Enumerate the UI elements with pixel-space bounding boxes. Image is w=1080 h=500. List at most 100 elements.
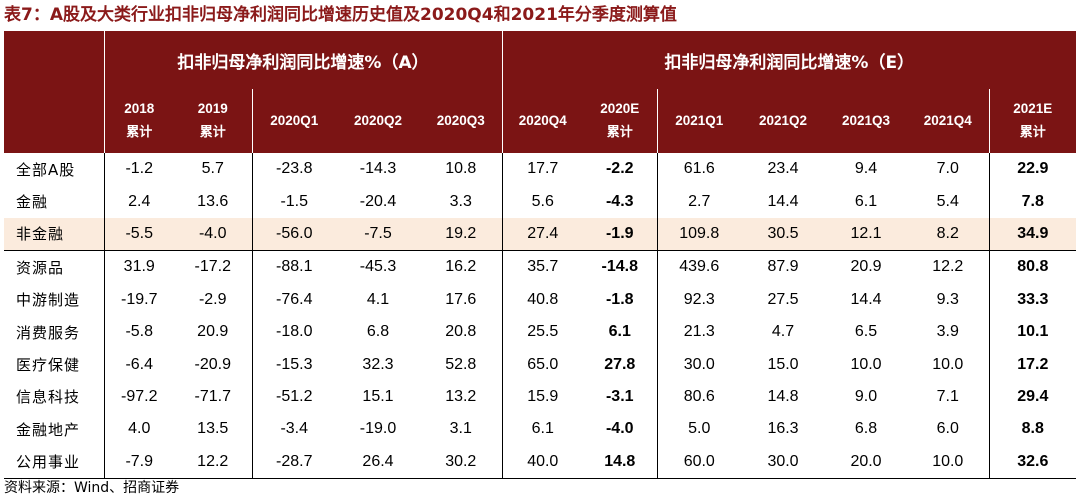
value-cell: -15.3 — [251, 348, 336, 381]
value-cell: -88.1 — [251, 250, 336, 284]
value-cell: 10.8 — [445, 160, 477, 178]
column-header: 2021Q3 — [825, 89, 908, 153]
value-cell: 29.4 — [988, 380, 1077, 414]
value-cell: 6.1 — [854, 192, 878, 210]
value-cell: 20.9 — [197, 323, 229, 341]
table-row: 信息科技 -97.2 -71.7 -51.2 15.1 13.2 15.9 -3.1 80.6 1… — [4, 380, 1077, 414]
value-cell: 30.5 — [741, 217, 826, 252]
column-header: 2021Q1 — [656, 89, 742, 153]
value-cell: 8.2 — [907, 217, 990, 252]
row-label: 金融 — [16, 193, 49, 212]
value-cell: 27.8 — [604, 355, 636, 373]
value-cell: 17.2 — [988, 348, 1077, 381]
value-cell: 14.8 — [583, 445, 658, 479]
value-cell: 6.0 — [936, 420, 959, 438]
table-row: 公用事业 -7.9 12.2 -28.7 26.4 30.2 40.0 14.8 60.0 30.… — [4, 445, 1077, 479]
value-cell: 20.9 — [850, 258, 882, 276]
value-cell: -2.2 — [605, 160, 634, 178]
value-cell: 4.0 — [103, 413, 174, 446]
value-cell: -1.9 — [583, 217, 658, 252]
value-cell: -20.4 — [359, 192, 397, 210]
value-cell: 92.3 — [656, 283, 742, 316]
value-cell: -45.3 — [359, 258, 397, 276]
value-cell: 25.5 — [501, 315, 584, 349]
value-cell: 10.0 — [932, 355, 964, 373]
table-row: 全部A股 -1.2 5.7 -23.8 -14.3 10.8 17.7 -2.2 61.6 23.… — [4, 153, 1077, 186]
row-label: 全部A股 — [16, 160, 76, 179]
row-label: 非金融 — [4, 217, 104, 252]
value-cell: 20.8 — [445, 323, 477, 341]
column-header: 2021Q2 — [741, 89, 826, 153]
value-cell: 16.2 — [445, 258, 477, 276]
value-cell: 14.4 — [850, 290, 882, 308]
value-cell: 7.1 — [936, 387, 959, 405]
table-row: 金融地产 4.0 13.5 -3.4 -19.0 3.1 6.1 -4.0 5.0 16.3 6.8… — [4, 413, 1077, 446]
value-cell: -28.7 — [251, 445, 336, 479]
table-row: 金融 2.4 13.6 -1.5 -20.4 3.3 5.6 -4.3 2.7 14.4 6.1 5.… — [4, 185, 1077, 218]
value-cell: 27.4 — [501, 217, 584, 252]
column-header: 2020E 累计 — [583, 89, 658, 153]
table-row: 非金融 -5.5 -4.0 -56.0 -7.5 19.2 27.4 -1.9 109.8 30.… — [4, 217, 1077, 252]
column-header: 2021Q4 — [907, 89, 990, 153]
table-row: 消费服务 -5.8 20.9 -18.0 6.8 20.8 25.5 6.1 21.3 4.7 6.… — [4, 315, 1077, 349]
value-cell: 32.3 — [362, 355, 394, 373]
value-cell: 4.1 — [366, 290, 390, 308]
value-cell: -4.3 — [605, 192, 634, 210]
value-cell: 15.1 — [362, 387, 394, 405]
value-cell: -3.1 — [605, 387, 634, 405]
value-cell: 12.2 — [174, 445, 252, 479]
value-cell: 30.0 — [741, 445, 826, 479]
value-cell: 4.7 — [771, 323, 795, 341]
value-cell: 23.4 — [767, 160, 799, 178]
row-label: 信息科技 — [16, 388, 81, 407]
value-cell: -6.4 — [103, 348, 174, 381]
value-cell: 109.8 — [656, 217, 742, 252]
value-cell: -4.0 — [605, 420, 634, 438]
column-header: 2019 累计 — [174, 89, 252, 153]
value-cell: 9.0 — [854, 387, 878, 405]
corner-cell-lower — [4, 89, 104, 153]
value-cell: 30.0 — [656, 348, 742, 381]
value-cell: -4.0 — [174, 217, 252, 252]
growth-table: 扣非归母净利润同比增速%（A） 扣非归母净利润同比增速%（E） 2018 累计 2… — [4, 31, 1077, 479]
column-header: 2020Q2 — [336, 89, 420, 153]
table-title: 表7：A股及大类行业扣非归母净利润同比增速历史值及2020Q4和2021年分季度… — [4, 5, 677, 25]
value-cell: 2.7 — [656, 185, 742, 218]
row-label: 公用事业 — [4, 445, 104, 479]
value-cell: 14.4 — [767, 192, 799, 210]
value-cell: 6.1 — [608, 323, 631, 341]
value-cell: 439.6 — [656, 250, 742, 284]
value-cell: -97.2 — [103, 380, 174, 414]
value-cell: 7.8 — [988, 185, 1077, 218]
value-cell: 5.7 — [201, 160, 224, 178]
row-label: 金融地产 — [16, 420, 81, 439]
table-body: 全部A股 -1.2 5.7 -23.8 -14.3 10.8 17.7 -2.2 61.6 23.… — [4, 153, 1077, 479]
column-header: 2018 累计 — [103, 89, 174, 153]
value-cell: 22.9 — [988, 153, 1077, 186]
value-cell: 3.1 — [449, 420, 472, 438]
value-cell: 6.8 — [366, 323, 390, 341]
value-cell: 21.3 — [656, 315, 742, 349]
value-cell: 65.0 — [501, 348, 584, 381]
value-cell: 40.8 — [501, 283, 584, 316]
table-row: 医疗保健 -6.4 -20.9 -15.3 32.3 52.8 65.0 27.8 30.0 15… — [4, 348, 1077, 381]
value-cell: 6.1 — [501, 413, 584, 446]
value-cell: -18.0 — [251, 315, 336, 349]
table-row: 资源品 31.9 -17.2 -88.1 -45.3 16.2 35.7 -14.8 439.6… — [4, 250, 1077, 284]
value-cell: -1.8 — [605, 290, 634, 308]
value-cell: 10.0 — [907, 445, 990, 479]
source-note: 资料来源：Wind、招商证券 — [4, 480, 180, 496]
value-cell: 80.6 — [656, 380, 742, 414]
value-cell: 6.5 — [854, 323, 878, 341]
value-cell: 3.3 — [449, 192, 472, 210]
value-cell: 6.8 — [854, 420, 878, 438]
value-cell: 8.8 — [988, 413, 1077, 446]
value-cell: -7.9 — [103, 445, 174, 479]
value-cell: 33.3 — [988, 283, 1077, 316]
value-cell: 5.4 — [936, 192, 959, 210]
value-cell: 13.6 — [197, 192, 229, 210]
group-header-actual: 扣非归母净利润同比增速%（A） — [103, 31, 503, 89]
value-cell: 40.0 — [501, 445, 584, 479]
value-cell: -76.4 — [251, 283, 336, 316]
value-cell: 15.0 — [767, 355, 799, 373]
